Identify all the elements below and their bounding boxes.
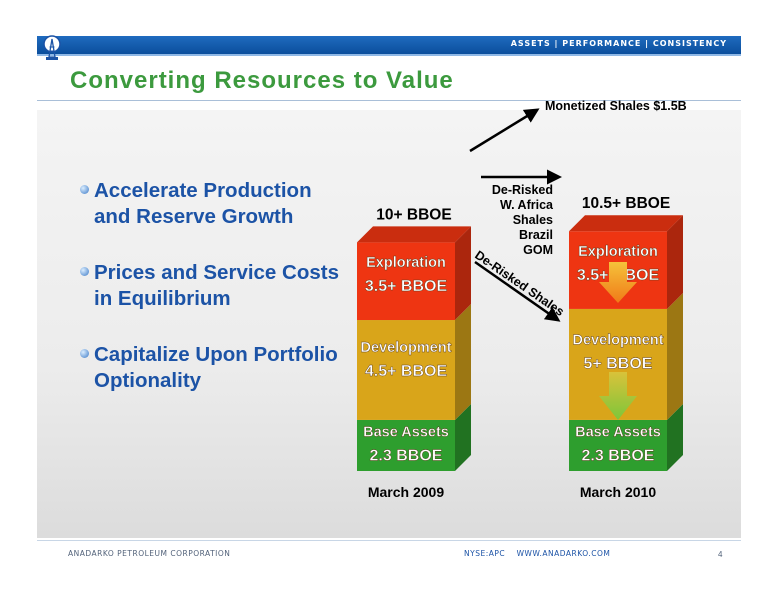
header-underline <box>37 54 741 56</box>
bullet-item: Accelerate Production and Reserve Growth <box>80 178 350 230</box>
monetized-arrow <box>469 108 540 153</box>
slide-title: Converting Resources to Value <box>70 67 454 94</box>
derisked-list-item: Brazil <box>519 228 553 242</box>
segment-name-label: Development <box>572 332 663 348</box>
segment-value-label: 5+ BBOE <box>584 355 653 372</box>
bar-total-label: 10.5+ BBOE <box>582 195 670 212</box>
segment-name-label: Exploration <box>366 255 446 271</box>
bar-segment-development <box>357 320 455 420</box>
bullet-icon <box>80 349 89 358</box>
derisked-list-item: Shales <box>513 213 553 227</box>
derisked-list-item: GOM <box>523 243 553 257</box>
page-number: 4 <box>718 550 723 559</box>
bar-side-base-assets <box>455 403 471 471</box>
bar-top-face <box>357 226 471 243</box>
segment-name-label: Exploration <box>578 244 658 260</box>
segment-name-label: Development <box>360 340 451 356</box>
derisked-shales-label: De-Risked Shales <box>472 248 566 319</box>
down-arrow-icon <box>599 262 637 303</box>
bullet-text: Prices and Service Costs in Equilibrium <box>94 261 339 310</box>
segment-value-label: 2.3 BBOE <box>582 447 655 464</box>
bullet-item: Prices and Service Costs in Equilibrium <box>80 260 350 312</box>
segment-value-label: 2.3 BBOE <box>370 447 443 464</box>
bullet-text: Accelerate Production and Reserve Growth <box>94 179 312 228</box>
monetized-label: Monetized Shales $1.5B <box>545 99 687 113</box>
footer-company: ANADARKO PETROLEUM CORPORATION <box>68 549 231 558</box>
header-bar: ASSETS | PERFORMANCE | CONSISTENCY <box>37 36 741 54</box>
segment-name-label: Base Assets <box>575 424 661 440</box>
segment-value-label: 3.5+ BBOE <box>365 278 448 295</box>
title-divider <box>37 100 741 101</box>
segment-value-label: 4.5+ BBOE <box>365 363 448 380</box>
footer-divider <box>37 540 741 541</box>
segment-name-label: Base Assets <box>363 424 449 440</box>
bullet-item: Capitalize Upon Portfolio Optionality <box>80 342 350 394</box>
bullet-text: Capitalize Upon Portfolio Optionality <box>94 343 338 392</box>
bar-segment-exploration <box>357 242 455 321</box>
bullet-icon <box>80 185 89 194</box>
bar-segment-base-assets <box>357 419 455 471</box>
bar-side-base-assets <box>667 403 683 471</box>
bar-top-face <box>569 215 683 232</box>
bar-side-exploration <box>667 215 683 309</box>
footer-ticker-website: NYSE:APC WWW.ANADARKO.COM <box>464 549 611 558</box>
derrick-icon <box>43 35 61 60</box>
bar-segment-base-assets <box>569 419 667 471</box>
bullet-list: Accelerate Production and Reserve Growth… <box>80 178 350 424</box>
x-axis-tick-label: March 2010 <box>580 484 656 500</box>
bullet-icon <box>80 267 89 276</box>
down-arrow-icon <box>599 372 637 420</box>
derisked-list-item: De-Risked <box>492 183 553 197</box>
x-axis-tick-label: March 2009 <box>368 484 444 500</box>
derisked-shales-arrow <box>474 260 561 322</box>
header-tagline: ASSETS | PERFORMANCE | CONSISTENCY <box>510 39 727 48</box>
bar-side-exploration <box>455 226 471 321</box>
bar-side-development <box>455 304 471 420</box>
derisked-list-item: W. Africa <box>500 198 554 212</box>
bar-total-label: 10+ BBOE <box>376 206 451 223</box>
bar-side-development <box>667 292 683 420</box>
